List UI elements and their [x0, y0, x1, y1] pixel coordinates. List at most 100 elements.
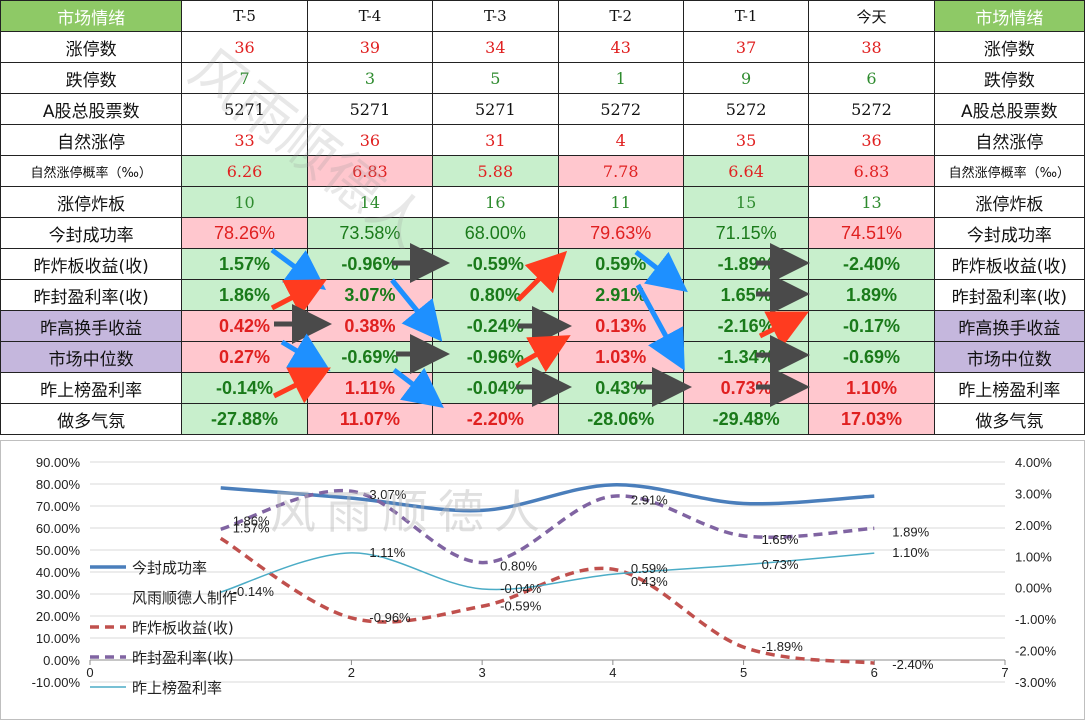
data-cell: 0.73% — [682, 372, 810, 404]
x-tick-label: 5 — [740, 665, 747, 680]
data-cell: -0.17% — [808, 310, 935, 342]
row-label-right: 涨停炸板 — [933, 186, 1085, 218]
x-tick-label: 3 — [479, 665, 486, 680]
data-cell: 5271 — [432, 93, 559, 125]
header-day: T-3 — [432, 0, 559, 32]
y-right-tick-label: -3.00% — [1015, 675, 1057, 690]
data-cell: 1.03% — [557, 341, 684, 373]
chart-border — [0, 440, 1085, 720]
header-day: 今天 — [808, 0, 935, 32]
data-cell: 5272 — [808, 93, 935, 125]
line-chart: 90.00%80.00%70.00%60.00%50.00%40.00%30.0… — [0, 440, 1085, 720]
data-cell: 43 — [557, 31, 684, 63]
y-right-tick-label: 3.00% — [1015, 486, 1052, 501]
row-label: 涨停炸板 — [0, 186, 183, 218]
row-label: 跌停数 — [0, 62, 183, 94]
data-label: 1.89% — [892, 524, 929, 539]
data-label: 1.10% — [892, 545, 929, 560]
row-label: 做多气氛 — [0, 403, 183, 435]
header-sentiment-label: 市场情绪 — [933, 0, 1085, 32]
data-cell: -2.40% — [808, 248, 935, 280]
data-cell: 71.15% — [682, 217, 810, 249]
header-day: T-5 — [181, 0, 308, 32]
series-line — [220, 552, 875, 593]
data-cell: -1.89% — [682, 248, 810, 280]
table-row: 做多气氛 -27.88% 11.07% -2.20% -28.06% -29.48% 17.… — [0, 403, 1085, 435]
data-cell: 37 — [682, 31, 810, 63]
y-right-tick-label: -1.00% — [1015, 612, 1057, 627]
data-cell: -0.14% — [181, 372, 308, 404]
data-cell: 2.91% — [557, 279, 684, 311]
data-cell: 6.64 — [682, 155, 810, 187]
chart-watermark: 风雨顺德人 — [270, 485, 550, 539]
data-cell: 0.38% — [306, 310, 434, 342]
y-right-tick-label: 4.00% — [1015, 455, 1052, 470]
chart-data-labels: 1.57% -0.96% -0.59% 0.59% -1.89% -2.40% 1.86% 3… — [233, 487, 934, 672]
data-cell: 10 — [181, 186, 308, 218]
row-label: A股总股票数 — [0, 93, 183, 125]
header-sentiment-label: 市场情绪 — [0, 0, 183, 32]
data-cell: 7.78 — [557, 155, 684, 187]
data-cell: 0.59% — [557, 248, 684, 280]
data-cell: 5.88 — [432, 155, 559, 187]
data-cell: -2.16% — [682, 310, 810, 342]
row-label-right: 今封成功率 — [933, 217, 1085, 249]
data-cell: 38 — [808, 31, 935, 63]
y-left-tick-label: 50.00% — [36, 543, 81, 558]
legend-label: 昨上榜盈利率 — [132, 679, 222, 697]
data-cell: 1 — [557, 62, 684, 94]
row-label: 今封成功率 — [0, 217, 183, 249]
data-cell: 14 — [306, 186, 434, 218]
row-label: 昨上榜盈利率 — [0, 372, 183, 404]
data-label: -1.89% — [762, 639, 804, 654]
chart-gridlines — [0, 440, 1085, 720]
table-row: A股总股票数 5271 5271 5271 5272 5272 5272 A股总股票数 — [0, 93, 1085, 125]
data-cell: -0.96% — [306, 248, 434, 280]
chart-series — [219, 483, 875, 665]
legend-label: 昨炸板收益(收) — [132, 619, 234, 637]
row-label: 自然涨停 — [0, 124, 183, 156]
data-cell: 3 — [306, 62, 434, 94]
data-cell: 1.86% — [181, 279, 308, 311]
y-left-tick-label: 20.00% — [36, 609, 81, 624]
data-cell: 1.57% — [181, 248, 308, 280]
data-cell: 7 — [181, 62, 308, 94]
data-cell: 79.63% — [557, 217, 684, 249]
data-cell: 0.80% — [432, 279, 559, 311]
x-tick-label: 4 — [609, 665, 616, 680]
data-cell: 0.27% — [181, 341, 308, 373]
data-label: 1.57% — [233, 520, 270, 535]
data-cell: -1.34% — [682, 341, 810, 373]
data-label: 3.07% — [369, 487, 406, 502]
data-label: 0.59% — [631, 561, 668, 576]
table-row: 昨炸板收益(收) 1.57% -0.96% -0.59% 0.59% -1.89% -2.4… — [0, 248, 1085, 280]
legend-label: 今封成功率 — [132, 559, 207, 577]
y-left-tick-label: 0.00% — [43, 653, 80, 668]
data-label: 0.80% — [500, 559, 537, 574]
data-label: -0.59% — [500, 598, 542, 613]
data-cell: -0.24% — [432, 310, 559, 342]
legend-label: 昨封盈利率(收) — [132, 649, 234, 667]
table-row: 自然涨停概率（‰） 6.26 6.83 5.88 7.78 6.64 6.83 自然涨停概率（… — [0, 155, 1085, 187]
data-cell: 35 — [682, 124, 810, 156]
data-cell: -0.96% — [432, 341, 559, 373]
row-label: 市场中位数 — [0, 341, 183, 373]
x-tick-label: 7 — [1001, 665, 1008, 680]
data-cell: 5271 — [181, 93, 308, 125]
data-cell: -0.69% — [808, 341, 935, 373]
data-cell: 6.83 — [808, 155, 935, 187]
row-label: 昨封盈利率(收) — [0, 279, 183, 311]
data-cell: -29.48% — [682, 403, 810, 435]
row-label: 昨炸板收益(收) — [0, 248, 183, 280]
data-cell: -28.06% — [557, 403, 684, 435]
data-cell: -0.59% — [432, 248, 559, 280]
data-cell: -2.20% — [432, 403, 559, 435]
y-left-tick-label: 80.00% — [36, 477, 81, 492]
x-tick-label: 0 — [86, 665, 93, 680]
y-right-tick-label: 1.00% — [1015, 549, 1052, 564]
data-label: 1.11% — [369, 545, 405, 560]
data-cell: 11 — [557, 186, 684, 218]
row-label-right: 涨停数 — [933, 31, 1085, 63]
market-sentiment-table: 市场情绪 T-5 T-4 T-3 T-2 T-1 今天 市场情绪 涨停数 36 39 34 43 37 38… — [0, 0, 1085, 435]
